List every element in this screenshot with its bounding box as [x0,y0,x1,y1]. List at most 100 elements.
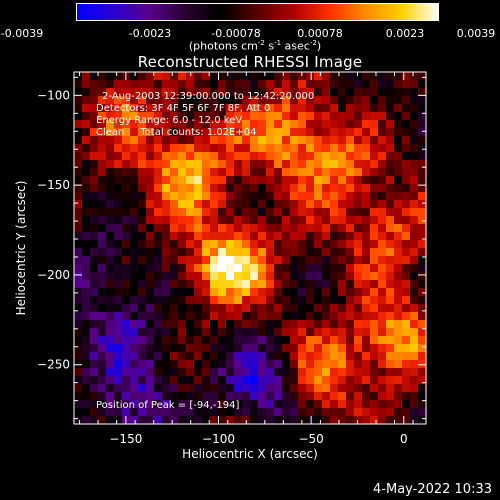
heatmap-cell [386,224,395,233]
heatmap-cell [394,160,403,169]
heatmap-cell [386,72,395,81]
heatmap-cell [202,72,211,81]
heatmap-cell [178,168,187,177]
heatmap-cell [250,336,259,345]
heatmap-cell [194,112,203,121]
heatmap-cell [90,88,99,97]
heatmap-cell [82,384,91,393]
heatmap-cell [346,344,355,353]
heatmap-cell [226,80,235,89]
heatmap-cell [202,160,211,169]
heatmap-cell [106,416,115,425]
heatmap-cell [290,352,299,361]
heatmap-cell [106,88,115,97]
heatmap-cell [242,392,251,401]
heatmap-cell [306,304,315,313]
heatmap-cell [82,256,91,265]
heatmap-cell [394,360,403,369]
heatmap-cell [130,88,139,97]
heatmap-cell [370,168,379,177]
heatmap-cell [146,128,155,137]
heatmap-cell [162,136,171,145]
heatmap-cell [138,184,147,193]
heatmap-cell [218,160,227,169]
heatmap-cell [122,304,131,313]
heatmap-cell [314,184,323,193]
heatmap-cell [130,296,139,305]
heatmap-cell [130,128,139,137]
heatmap-cell [266,112,275,121]
heatmap-cell [322,120,331,129]
heatmap-cell [298,272,307,281]
heatmap-cell [266,144,275,153]
heatmap-cell [314,400,323,409]
heatmap-cell [298,336,307,345]
heatmap-cell [290,280,299,289]
heatmap-cell [346,384,355,393]
heatmap-cell [186,256,195,265]
heatmap-cell [218,312,227,321]
heatmap-cell [298,320,307,329]
heatmap-cell [314,72,323,81]
heatmap-cell [298,184,307,193]
heatmap-cell [338,360,347,369]
heatmap-cell [234,280,243,289]
heatmap-cell [154,152,163,161]
heatmap-cell [170,296,179,305]
heatmap-cell [298,144,307,153]
heatmap-cell [378,216,387,225]
heatmap-cell [330,392,339,401]
heatmap-cell [370,368,379,377]
heatmap-cell [226,416,235,425]
heatmap-cell [74,392,83,401]
heatmap-cell [82,400,91,409]
heatmap-cell [226,336,235,345]
heatmap-cell [346,128,355,137]
heatmap-cell [362,128,371,137]
heatmap-cell [322,240,331,249]
axis-tick-label: −100 [202,432,235,446]
heatmap-cell [330,416,339,425]
heatmap-cell [170,280,179,289]
heatmap-cell [210,296,219,305]
heatmap-cell [90,384,99,393]
heatmap-cell [226,368,235,377]
heatmap-cell [354,416,363,425]
heatmap-cell [274,280,283,289]
heatmap-cell [362,112,371,121]
heatmap-cell [282,144,291,153]
heatmap-cell [98,208,107,217]
heatmap-cell [330,168,339,177]
heatmap-cell [234,240,243,249]
heatmap-cell [178,152,187,161]
heatmap-cell [346,200,355,209]
heatmap-cell [98,288,107,297]
heatmap-cell [290,224,299,233]
heatmap-cell [98,216,107,225]
heatmap-cell [210,272,219,281]
heatmap-cell [178,296,187,305]
heatmap-cell [178,104,187,113]
heatmap-cell [378,208,387,217]
heatmap-cell [354,296,363,305]
heatmap-cell [114,408,123,417]
heatmap-cell [218,96,227,105]
heatmap-cell [162,304,171,313]
heatmap-cell [90,72,99,81]
heatmap-cell [130,160,139,169]
heatmap-cell [146,312,155,321]
heatmap-cell [266,352,275,361]
heatmap-cell [170,376,179,385]
heatmap-cell [258,128,267,137]
heatmap-cell [410,152,419,161]
heatmap-cell [418,320,427,329]
heatmap-cell [402,200,411,209]
heatmap-cell [370,104,379,113]
heatmap-cell [402,152,411,161]
heatmap-cell [162,120,171,129]
heatmap-cell [162,240,171,249]
heatmap-cell [258,248,267,257]
heatmap-cell [314,128,323,137]
heatmap-cell [322,216,331,225]
heatmap-cell [306,152,315,161]
